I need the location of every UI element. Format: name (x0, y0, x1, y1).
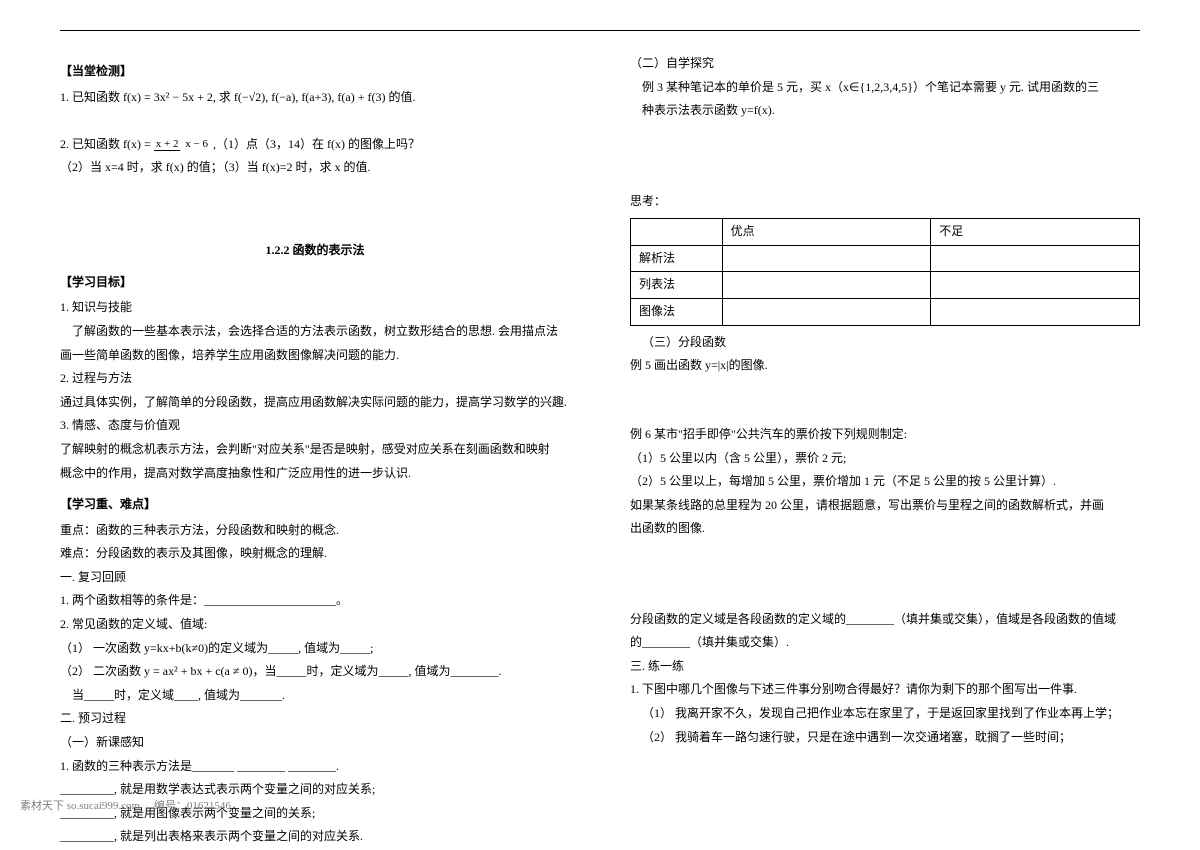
q2-prefix: 2. 已知函数 f(x) = (60, 137, 154, 151)
row2-label: 列表法 (631, 272, 723, 299)
obj3-line1: 了解映射的概念机表示方法，会判断"对应关系"是否是映射，感受对应关系在刻画函数和… (60, 439, 570, 461)
sec1-q2-3: 当_____时，定义域____, 值域为_______. (60, 685, 570, 707)
obj1-title: 1. 知识与技能 (60, 297, 570, 319)
think-label: 思考： (630, 191, 1140, 213)
row1-label: 解析法 (631, 245, 723, 272)
question-1: 1. 已知函数 f(x) = 3x² − 5x + 2, 求 f(−√2), f… (60, 87, 570, 109)
table-header-pros: 优点 (722, 219, 931, 246)
q2-fraction: x + 2 x − 6 (154, 135, 210, 155)
left-column: 【当堂检测】 1. 已知函数 f(x) = 3x² − 5x + 2, 求 f(… (60, 51, 570, 850)
q2-suffix: ,（1）点（3，14）在 f(x) 的图像上吗？ (213, 137, 420, 151)
row3-cons (931, 298, 1140, 325)
question-2: 2. 已知函数 f(x) = x + 2 x − 6 ,（1）点（3，14）在 … (60, 134, 570, 156)
obj1-line2: 画一些简单函数的图像，培养学生应用函数图像解决问题的能力. (60, 345, 570, 367)
obj3-title: 3. 情感、态度与价值观 (60, 415, 570, 437)
table-row: 列表法 (631, 272, 1140, 299)
sec1-q2: 2. 常见函数的定义域、值域: (60, 614, 570, 636)
main-title: 1.2.2 函数的表示法 (60, 240, 570, 262)
q2-denominator: x − 6 (183, 138, 210, 150)
fill-l1: 分段函数的定义域是各段函数的定义域的________（填并集或交集），值域是各段… (630, 609, 1140, 631)
objectives-header: 【学习目标】 (60, 272, 570, 294)
obj1-line1: 了解函数的一些基本表示法，会选择合适的方法表示函数，树立数形结合的思想. 会用描… (60, 321, 570, 343)
quiz-header: 【当堂检测】 (60, 61, 570, 83)
sub3-title: （三）分段函数 (630, 332, 1140, 354)
key-line2: 难点：分段函数的表示及其图像，映射概念的理解. (60, 543, 570, 565)
sec2-sub1: （一）新课感知 (60, 732, 570, 754)
row1-cons (931, 245, 1140, 272)
section1-title: 一. 复习回顾 (60, 567, 570, 589)
p1-l3: （2） 我骑着车一路匀速行驶，只是在途中遇到一次交通堵塞，耽搁了一些时间； (630, 727, 1140, 749)
row1-pros (722, 245, 931, 272)
key-points-header: 【学习重、难点】 (60, 494, 570, 516)
row3-pros (722, 298, 931, 325)
two-column-layout: 【当堂检测】 1. 已知函数 f(x) = 3x² − 5x + 2, 求 f(… (60, 31, 1140, 850)
obj2-title: 2. 过程与方法 (60, 368, 570, 390)
ex5: 例 5 画出函数 y=|x|的图像. (630, 355, 1140, 377)
question-2-part2: （2）当 x=4 时，求 f(x) 的值；（3）当 f(x)=2 时，求 x 的… (60, 157, 570, 179)
p1-l1: 1. 下图中哪几个图像与下述三件事分别吻合得最好？请你为剩下的那个图写出一件事. (630, 679, 1140, 701)
comparison-table: 优点 不足 解析法 列表法 图像法 (630, 218, 1140, 325)
footer-site: 素材天下 so.sucai999.com (20, 800, 140, 812)
table-header-blank (631, 219, 723, 246)
right-column: （二）自学探究 例 3 某种笔记本的单价是 5 元，买 x（x∈{1,2,3,4… (630, 51, 1140, 850)
obj2-line1: 通过具体实例，了解简单的分段函数，提高应用函数解决实际问题的能力，提高学习数学的… (60, 392, 570, 414)
section3-title: 三. 练一练 (630, 656, 1140, 678)
key-line1: 重点：函数的三种表示方法，分段函数和映射的概念. (60, 520, 570, 542)
ex6-l5: 出函数的图像. (630, 518, 1140, 540)
sec1-q2-1: （1） 一次函数 y=kx+b(k≠0)的定义域为_____, 值域为_____… (60, 638, 570, 660)
ex6-l2: （1）5 公里以内（含 5 公里），票价 2 元; (630, 448, 1140, 470)
q2-numerator: x + 2 (154, 138, 181, 151)
ex6-l4: 如果某条线路的总里程为 20 公里，请根据题意，写出票价与里程之间的函数解析式，… (630, 495, 1140, 517)
sec1-q1: 1. 两个函数相等的条件是：______________________。 (60, 590, 570, 612)
table-row: 解析法 (631, 245, 1140, 272)
row3-label: 图像法 (631, 298, 723, 325)
sub2-title: （二）自学探究 (630, 53, 1140, 75)
row2-cons (931, 272, 1140, 299)
obj3-line2: 概念中的作用，提高对数学高度抽象性和广泛应用性的进一步认识. (60, 463, 570, 485)
fill-l2: 的________（填并集或交集）. (630, 632, 1140, 654)
ex3-l1: 例 3 某种笔记本的单价是 5 元，买 x（x∈{1,2,3,4,5}）个笔记本… (630, 77, 1140, 99)
ex6-l1: 例 6 某市"招手即停"公共汽车的票价按下列规则制定: (630, 424, 1140, 446)
footer: 素材天下 so.sucai999.com 编号：01621546 (20, 797, 231, 817)
ex3-l2: 种表示法表示函数 y=f(x). (630, 100, 1140, 122)
p1-l2: （1） 我离开家不久，发现自己把作业本忘在家里了，于是返回家里找到了作业本再上学… (630, 703, 1140, 725)
table-header-row: 优点 不足 (631, 219, 1140, 246)
sec2-q1: 1. 函数的三种表示方法是_______ ________ ________. (60, 756, 570, 778)
footer-code: 编号：01621546 (154, 800, 231, 812)
sec2-l3: _________, 就是列出表格来表示两个变量之间的对应关系. (60, 826, 570, 848)
table-row: 图像法 (631, 298, 1140, 325)
sec1-q2-2: （2） 二次函数 y = ax² + bx + c(a ≠ 0)，当_____时… (60, 661, 570, 683)
row2-pros (722, 272, 931, 299)
ex6-l3: （2）5 公里以上，每增加 5 公里，票价增加 1 元（不足 5 公里的按 5 … (630, 471, 1140, 493)
section2-title: 二. 预习过程 (60, 708, 570, 730)
table-header-cons: 不足 (931, 219, 1140, 246)
